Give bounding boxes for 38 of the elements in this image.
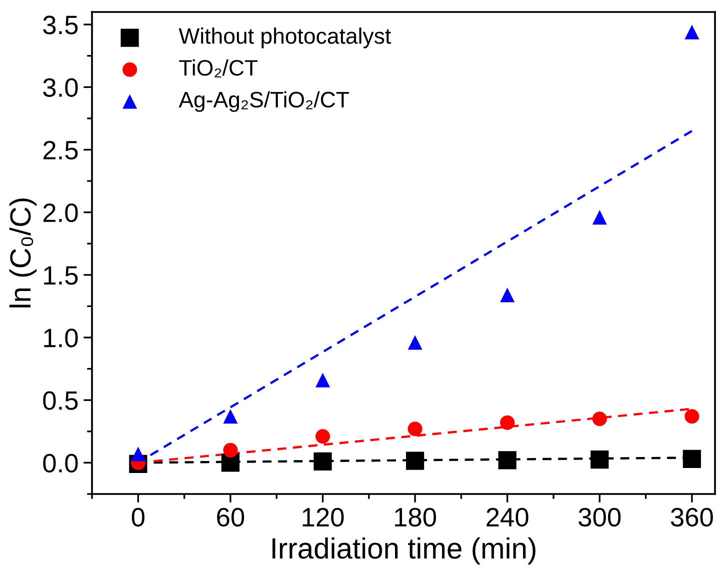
point (592, 412, 607, 426)
point (315, 429, 330, 444)
point (500, 415, 515, 430)
y-tick-label: 1.0 (44, 328, 78, 348)
y-tick-label: 3.0 (43, 78, 78, 97)
point (223, 442, 238, 458)
y-tick-label: 2.0 (43, 203, 78, 222)
point (500, 288, 515, 302)
point (590, 450, 609, 469)
point (498, 451, 516, 470)
x-tick-label: 300 (578, 508, 621, 527)
point (406, 452, 424, 470)
x-tick-label: 0 (132, 508, 144, 527)
point (130, 446, 146, 462)
point (684, 24, 700, 40)
x-tick-label: 60 (217, 508, 244, 527)
y-tick-label: 1.5 (44, 266, 78, 285)
legend-label: Without photocatalyst (178, 28, 391, 48)
point (314, 452, 332, 471)
y-tick-label: 2.5 (43, 140, 78, 160)
x-tick-label: 240 (486, 508, 528, 527)
x-tick-label: 120 (302, 508, 344, 527)
point (223, 409, 238, 424)
legend-label: TiO₂/CT (179, 59, 258, 78)
y-axis-title: ln (C₀/C) (9, 198, 37, 308)
y-tick-label: 3.5 (43, 16, 78, 34)
point (408, 422, 422, 436)
legend-label: Ag-Ag₂S/TiO₂/CT (178, 91, 349, 112)
x-tick-label: 360 (670, 508, 713, 527)
point (315, 372, 330, 388)
point (592, 210, 607, 225)
point (408, 335, 422, 350)
point (684, 409, 700, 424)
x-axis-title: Irradiation time (min) (272, 537, 536, 565)
y-tick-label: 0.5 (43, 391, 78, 410)
point (682, 450, 701, 468)
y-tick-label: 0.0 (43, 454, 78, 473)
x-tick-label: 180 (395, 508, 436, 527)
